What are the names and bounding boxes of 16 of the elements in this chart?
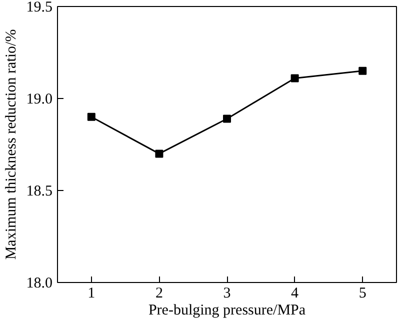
y-axis-title: Maximum thickness reduction ratio/% xyxy=(3,29,20,260)
x-tick-label: 3 xyxy=(223,286,231,302)
point xyxy=(87,112,96,121)
x-tick-label: 5 xyxy=(358,286,366,302)
x-tick-label: 1 xyxy=(88,286,96,302)
point xyxy=(223,114,231,123)
y-tick-label: 19.0 xyxy=(26,92,52,108)
point xyxy=(155,150,164,158)
y-tick-label: 18.5 xyxy=(26,184,52,200)
x-tick-label: 2 xyxy=(155,286,163,302)
y-tick-label: 19.5 xyxy=(26,0,52,16)
point xyxy=(290,74,299,82)
y-tick-label: 18.0 xyxy=(26,276,52,292)
x-axis-title: Pre-bulging pressure/MPa xyxy=(148,302,306,318)
x-tick-label: 4 xyxy=(291,286,300,302)
point xyxy=(358,66,367,75)
